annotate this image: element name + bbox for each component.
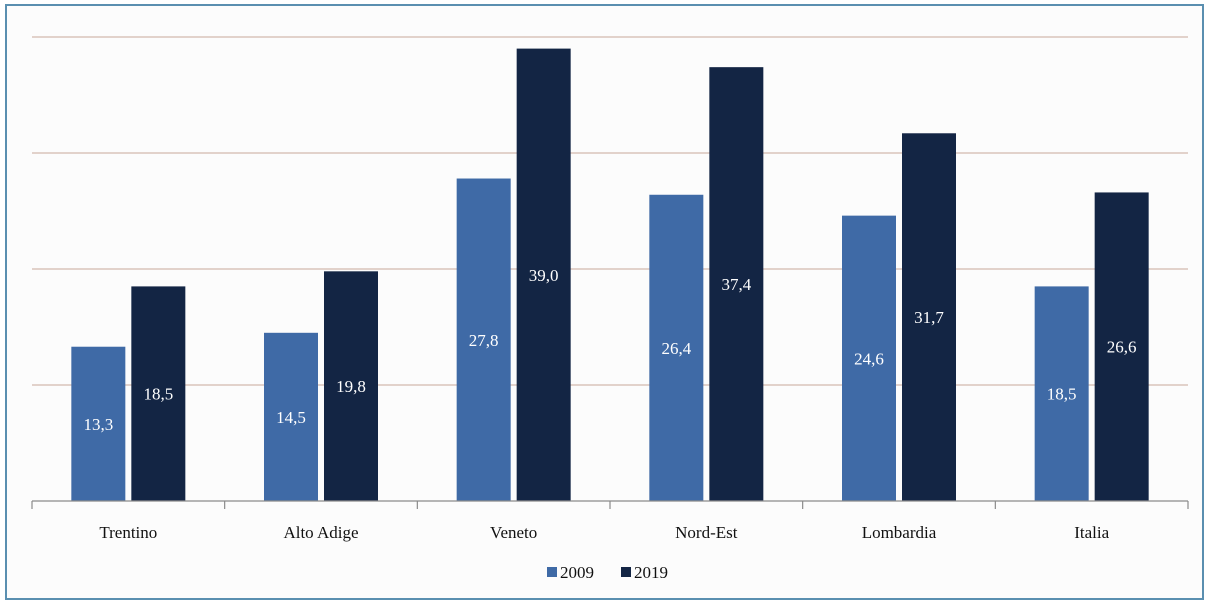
legend-swatch	[547, 567, 557, 577]
data-label: 13,3	[83, 415, 113, 434]
data-label: 26,6	[1107, 338, 1137, 357]
tick-label: Alto Adige	[283, 523, 358, 542]
bar-2019-nord-est	[709, 67, 764, 501]
bar-2009-trentino	[71, 346, 126, 501]
bar-2009-alto-adige	[264, 332, 318, 501]
legend-label: 2019	[634, 563, 668, 582]
data-label: 18,5	[143, 385, 173, 404]
data-label: 31,7	[914, 308, 944, 327]
bar-2009-veneto	[456, 178, 511, 501]
data-label: 18,5	[1047, 385, 1077, 404]
tick-label: Nord-Est	[675, 523, 738, 542]
legend-swatch	[621, 567, 631, 577]
data-label: 24,6	[854, 349, 884, 368]
legend: 2009 2019	[547, 563, 668, 582]
bar-2009-nord-est	[649, 194, 704, 501]
gridlines	[32, 36, 1188, 386]
tick-label: Italia	[1074, 523, 1109, 542]
bar-2009-italia	[1034, 286, 1089, 501]
bar-2019-veneto	[516, 48, 571, 501]
bar-2019-lombardia	[902, 133, 956, 501]
bar-2019-italia	[1094, 192, 1149, 501]
tick-label: Lombardia	[862, 523, 937, 542]
data-label: 14,5	[276, 408, 306, 427]
bar-2009-lombardia	[842, 215, 896, 501]
data-label: 39,0	[529, 266, 559, 285]
tick-label: Veneto	[490, 523, 537, 542]
bar-2019-alto-adige	[324, 271, 378, 501]
legend-label: 2009	[560, 563, 594, 582]
data-label: 27,8	[469, 331, 499, 350]
data-label: 19,8	[336, 377, 366, 396]
data-label: 26,4	[661, 339, 691, 358]
x-axis: Trentino Alto Adige Veneto Nord-Est Lombardi…	[31, 500, 1189, 542]
bar-2019-trentino	[131, 286, 186, 501]
chart-frame: 13,3 18,5 14,5 19,8 27,8 39,0 26,4 37,4 24,6 31,7…	[5, 4, 1204, 600]
bar-chart: 13,3 18,5 14,5 19,8 27,8 39,0 26,4 37,4 24,6 31,7…	[31, 36, 1189, 582]
data-label: 37,4	[721, 275, 751, 294]
tick-label: Trentino	[99, 523, 157, 542]
bars: 13,3 18,5 14,5 19,8 27,8 39,0 26,4 37,4 24,6 31,7…	[71, 48, 1149, 501]
